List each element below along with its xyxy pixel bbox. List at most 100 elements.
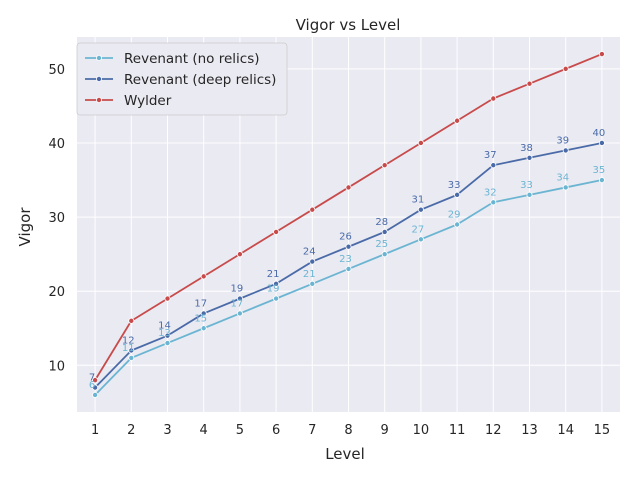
data-point [164,295,171,302]
data-point [345,184,352,191]
chart-title: Vigor vs Level [296,16,401,34]
data-label: 6 [89,380,95,391]
data-labels-group: 6 11 13 15 17 19 21 23 25 27 29 32 33 34 35 7 12 14 17 19 21… [89,128,605,391]
legend-marker [96,55,103,62]
data-label: 25 [375,239,388,250]
data-point [562,184,569,191]
x-tick-label: 4 [200,423,208,438]
data-label: 27 [412,224,425,235]
y-tick-label: 40 [48,137,65,152]
y-tick-label: 30 [48,211,65,226]
data-label: 19 [267,284,280,295]
data-point [236,310,243,317]
data-point [164,332,171,339]
x-tick-label: 10 [413,423,430,438]
data-point [92,391,99,398]
legend-marker [96,76,103,83]
data-label: 31 [412,195,425,206]
x-tick-label: 5 [236,423,244,438]
data-label: 35 [593,165,606,176]
data-label: 34 [556,172,569,183]
data-point [200,325,207,332]
data-point [92,377,99,384]
data-label: 23 [339,254,352,265]
data-label: 17 [194,298,207,309]
data-point [273,228,280,235]
x-tick-label: 7 [308,423,316,438]
legend: Revenant (no relics) Revenant (deep relic… [76,42,288,116]
data-point [454,117,461,124]
data-point [128,354,135,361]
data-point [381,251,388,258]
data-point [345,243,352,250]
data-label: 32 [484,187,497,198]
data-point [345,265,352,272]
data-label: 24 [303,247,316,258]
data-point [526,154,533,161]
series-group [92,51,605,398]
data-point [236,295,243,302]
data-label: 33 [520,180,533,191]
data-point [598,51,605,58]
x-tick-label: 9 [381,423,389,438]
data-label: 19 [231,284,244,295]
data-point [164,340,171,347]
data-point [381,162,388,169]
data-point [309,258,316,265]
x-tick-label: 11 [449,423,466,438]
data-point [200,273,207,280]
data-point [562,65,569,72]
data-label: 12 [122,335,135,346]
legend-box [76,42,288,116]
data-label: 26 [339,232,352,243]
data-point [273,280,280,287]
data-label: 17 [231,298,244,309]
data-point [417,139,424,146]
data-point [417,236,424,243]
data-label: 28 [375,217,388,228]
data-point [490,162,497,169]
x-tick-label: 12 [485,423,502,438]
data-label: 14 [158,321,171,332]
x-tick-label: 6 [272,423,280,438]
data-label: 37 [484,150,497,161]
data-label: 13 [158,328,171,339]
data-label: 21 [267,269,280,280]
data-point [381,228,388,235]
legend-label: Wylder [124,93,172,109]
data-point [490,95,497,102]
y-axis-label: Vigor [16,207,34,247]
data-point [454,221,461,228]
x-tick-label: 14 [557,423,574,438]
y-tick-label: 10 [48,359,65,374]
data-point [526,191,533,198]
data-point [128,317,135,324]
data-label: 40 [593,128,606,139]
legend-label: Revenant (deep relics) [124,72,276,88]
data-point [562,147,569,154]
data-point [526,80,533,87]
data-point [273,295,280,302]
data-label: 39 [556,135,569,146]
data-point [454,191,461,198]
data-label: 11 [122,343,135,354]
data-point [490,199,497,206]
y-tick-label: 50 [48,63,65,78]
data-point [309,206,316,213]
x-tick-label: 3 [163,423,171,438]
x-tick-label: 8 [344,423,352,438]
y-tick-label: 20 [48,285,65,300]
data-label: 7 [89,373,95,384]
data-point [200,310,207,317]
legend-label: Revenant (no relics) [124,51,260,67]
x-tick-label: 15 [594,423,611,438]
data-point [128,347,135,354]
legend-marker [96,97,103,104]
data-label: 29 [448,210,461,221]
data-point [309,280,316,287]
data-point [598,139,605,146]
data-label: 15 [194,313,207,324]
data-point [236,251,243,258]
x-tick-label: 13 [521,423,538,438]
